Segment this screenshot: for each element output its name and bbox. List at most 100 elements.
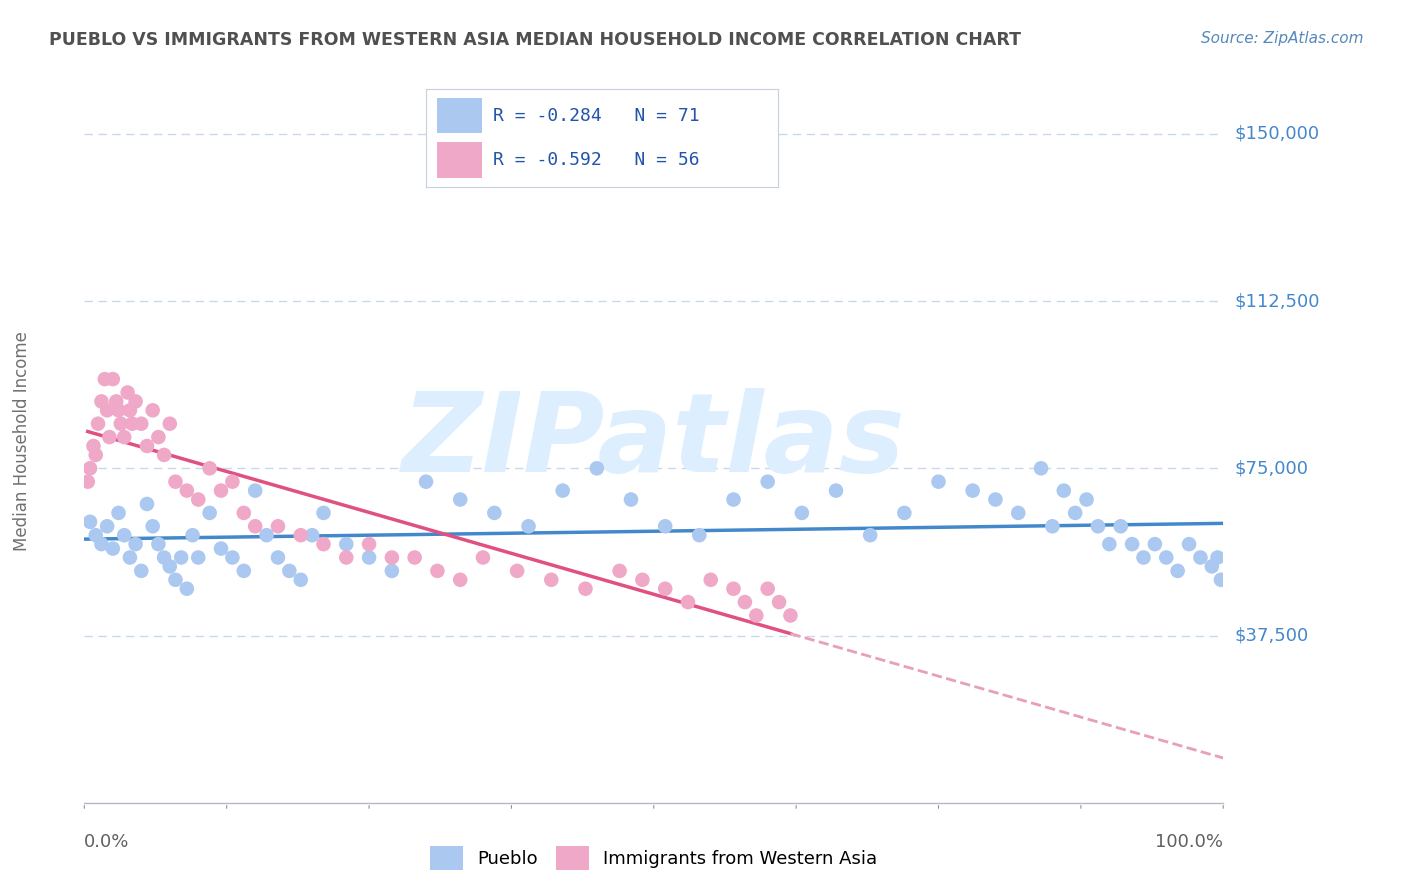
Point [96, 403, 118, 417]
Point [723, 492, 745, 507]
Point [301, 528, 323, 542]
Point [176, 483, 198, 498]
Point [484, 506, 506, 520]
Point [723, 582, 745, 596]
Point [984, 492, 1007, 507]
Point [609, 564, 631, 578]
Point [1189, 550, 1212, 565]
Point [256, 528, 278, 542]
Point [267, 550, 290, 565]
Point [517, 519, 540, 533]
Point [118, 403, 141, 417]
Point [198, 461, 221, 475]
Point [278, 564, 301, 578]
Point [688, 528, 710, 542]
Point [76, 475, 98, 489]
Point [676, 595, 699, 609]
Legend: Pueblo, Immigrants from Western Asia: Pueblo, Immigrants from Western Asia [423, 839, 884, 877]
Point [96, 519, 118, 533]
Point [101, 541, 124, 556]
Point [181, 528, 204, 542]
Point [107, 506, 129, 520]
Point [79, 515, 101, 529]
Point [209, 483, 232, 498]
Point [124, 537, 146, 551]
Point [825, 483, 848, 498]
Point [551, 483, 574, 498]
Point [232, 564, 254, 578]
Point [1132, 550, 1154, 565]
Bar [436, 142, 482, 178]
Text: Source: ZipAtlas.com: Source: ZipAtlas.com [1201, 31, 1364, 46]
Point [1098, 537, 1121, 551]
Point [928, 475, 950, 489]
Point [221, 475, 243, 489]
Point [1206, 550, 1229, 565]
Point [142, 403, 165, 417]
Point [540, 573, 562, 587]
Point [153, 448, 176, 462]
Point [654, 582, 676, 596]
Point [245, 483, 267, 498]
Text: $75,000: $75,000 [1234, 459, 1309, 477]
Point [620, 492, 643, 507]
Point [131, 564, 153, 578]
Point [176, 582, 198, 596]
Point [105, 394, 128, 409]
Point [1042, 519, 1064, 533]
Point [859, 528, 882, 542]
Point [112, 528, 135, 542]
Point [472, 550, 495, 565]
Point [110, 417, 132, 431]
Point [1201, 559, 1223, 574]
Point [1121, 537, 1143, 551]
Point [359, 537, 381, 551]
Text: $150,000: $150,000 [1234, 125, 1319, 143]
Point [359, 550, 381, 565]
Point [267, 519, 290, 533]
Point [187, 492, 209, 507]
Point [87, 417, 110, 431]
Point [118, 550, 141, 565]
Point [90, 394, 112, 409]
Point [449, 492, 471, 507]
Point [335, 537, 357, 551]
Point [779, 608, 801, 623]
Point [734, 595, 756, 609]
Point [756, 582, 779, 596]
Text: ZIPatlas: ZIPatlas [402, 388, 905, 495]
Point [381, 564, 404, 578]
Point [962, 483, 984, 498]
Point [312, 506, 335, 520]
Point [1109, 519, 1132, 533]
Point [94, 372, 117, 386]
Point [631, 573, 654, 587]
Point [335, 550, 357, 565]
Point [506, 564, 529, 578]
Point [1053, 483, 1076, 498]
Point [232, 506, 254, 520]
Point [1064, 506, 1087, 520]
Point [654, 519, 676, 533]
Point [574, 582, 596, 596]
Text: 0.0%: 0.0% [84, 833, 129, 851]
Point [159, 417, 181, 431]
Point [124, 394, 146, 409]
Bar [436, 98, 482, 133]
Point [187, 550, 209, 565]
Point [1029, 461, 1052, 475]
Point [98, 430, 121, 444]
Point [90, 537, 112, 551]
Text: 100.0%: 100.0% [1156, 833, 1223, 851]
Point [290, 528, 312, 542]
Text: PUEBLO VS IMMIGRANTS FROM WESTERN ASIA MEDIAN HOUSEHOLD INCOME CORRELATION CHART: PUEBLO VS IMMIGRANTS FROM WESTERN ASIA M… [49, 31, 1021, 49]
Point [768, 595, 790, 609]
Text: R = -0.592   N = 56: R = -0.592 N = 56 [494, 151, 699, 169]
Point [404, 550, 426, 565]
Point [1087, 519, 1109, 533]
Point [790, 506, 813, 520]
Point [1143, 537, 1166, 551]
Point [117, 385, 139, 400]
Point [312, 537, 335, 551]
Point [84, 448, 107, 462]
